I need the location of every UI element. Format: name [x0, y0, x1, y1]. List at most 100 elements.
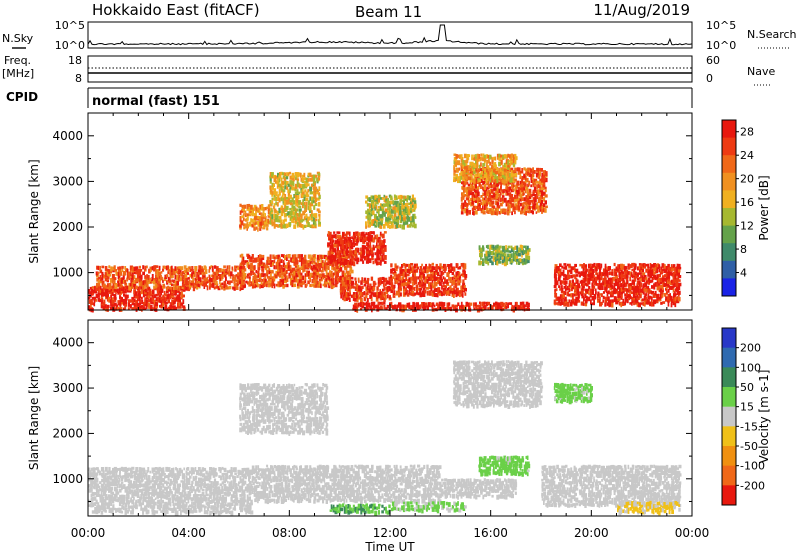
heatmap-cell [121, 277, 125, 281]
heatmap-cell [606, 280, 608, 284]
heatmap-cell [211, 265, 214, 271]
heatmap-cell [120, 286, 124, 291]
heatmap-cell [344, 282, 346, 287]
heatmap-cell [466, 203, 469, 207]
heatmap-cell [108, 285, 111, 291]
heatmap-cell [331, 258, 334, 263]
heatmap-cell [620, 269, 623, 274]
heatmap-cell [519, 184, 523, 188]
heatmap-cell [212, 271, 216, 275]
heatmap-cell [460, 154, 463, 159]
heatmap-cell [234, 268, 237, 272]
heatmap-cell [612, 290, 616, 295]
heatmap-cell [144, 275, 147, 279]
heatmap-cell [243, 281, 245, 286]
heatmap-cell [310, 183, 314, 187]
heatmap-cell [229, 274, 232, 279]
heatmap-cell [318, 216, 321, 221]
heatmap-cell [290, 257, 293, 262]
heatmap-cell [492, 162, 496, 167]
heatmap-cell [514, 153, 517, 158]
heatmap-cell [496, 257, 500, 261]
heatmap-cell [131, 299, 135, 304]
heatmap-cell [160, 288, 164, 293]
heatmap-cell [283, 212, 287, 218]
heatmap-cell [353, 261, 356, 267]
heatmap-cell [88, 289, 91, 294]
heatmap-cell [670, 295, 673, 300]
heatmap-cell [128, 299, 131, 303]
heatmap-cell [575, 291, 579, 296]
heatmap-cell [313, 256, 316, 262]
heatmap-cell [300, 283, 303, 288]
heatmap-cell [501, 173, 505, 178]
heatmap-cell [458, 290, 462, 294]
heatmap-cell [507, 204, 511, 210]
heatmap-cell [561, 301, 565, 305]
heatmap-cell [656, 263, 660, 268]
heatmap-cell [600, 275, 603, 279]
heatmap-cell [403, 219, 407, 223]
heatmap-cell [421, 290, 424, 295]
heatmap-cell [674, 269, 677, 274]
heatmap-cell [316, 191, 319, 195]
heatmap-cell [540, 199, 544, 204]
heatmap-cell [377, 218, 381, 222]
heatmap-cell [395, 265, 399, 269]
heatmap-cell [433, 287, 436, 292]
heatmap-cell [499, 202, 503, 207]
heatmap-cell [462, 160, 465, 165]
heatmap-cell [255, 275, 259, 279]
heatmap-cell [285, 257, 288, 261]
heatmap-cell [257, 270, 260, 275]
heatmap-cell [120, 280, 124, 284]
heatmap-cell [188, 279, 191, 285]
heatmap-cell [315, 262, 318, 267]
heatmap-cell [303, 254, 307, 260]
heatmap-cell [343, 297, 346, 302]
heatmap-cell [614, 279, 618, 285]
heatmap-cell [460, 171, 463, 175]
heatmap-cell [462, 289, 465, 293]
heatmap-cell [676, 290, 679, 295]
heatmap-cell [568, 283, 572, 287]
heatmap-cell [311, 265, 313, 271]
heatmap-cell [113, 304, 116, 309]
heatmap-cell [292, 200, 296, 205]
heatmap-cell [509, 186, 511, 191]
heatmap-cell [482, 247, 485, 252]
heatmap-cell [609, 271, 613, 275]
colorbar-tick-label: 20 [740, 173, 754, 186]
heatmap-cell [501, 195, 505, 198]
heatmap-cell [448, 293, 451, 296]
heatmap-cell [411, 224, 415, 228]
heatmap-cell [100, 483, 103, 488]
heatmap-cell [351, 236, 354, 239]
heatmap-cell [473, 162, 476, 168]
heatmap-cell [273, 191, 276, 195]
heatmap-cell [634, 291, 638, 296]
heatmap-cell [206, 276, 209, 282]
heatmap-cell [171, 271, 174, 276]
heatmap-cell [127, 302, 130, 307]
heatmap-cell [213, 265, 217, 269]
heatmap-cell [166, 294, 169, 297]
heatmap-cell [201, 271, 204, 275]
heatmap-cell [235, 286, 239, 290]
heatmap-cell [508, 154, 512, 159]
heatmap-cell [180, 293, 184, 299]
heatmap-cell [302, 183, 305, 189]
heatmap-cell [367, 219, 371, 224]
heatmap-cell [507, 258, 510, 262]
heatmap-cell [473, 183, 476, 189]
heatmap-cell [378, 261, 382, 265]
heatmap-cell [666, 296, 670, 301]
heatmap-cell [423, 302, 425, 306]
heatmap-cell [271, 221, 274, 227]
heatmap-cell [523, 167, 526, 171]
heatmap-cell [500, 175, 503, 179]
heatmap-cell [402, 224, 405, 230]
heatmap-cell [91, 510, 95, 514]
heatmap-cell [474, 200, 478, 203]
heatmap-cell [140, 291, 143, 295]
